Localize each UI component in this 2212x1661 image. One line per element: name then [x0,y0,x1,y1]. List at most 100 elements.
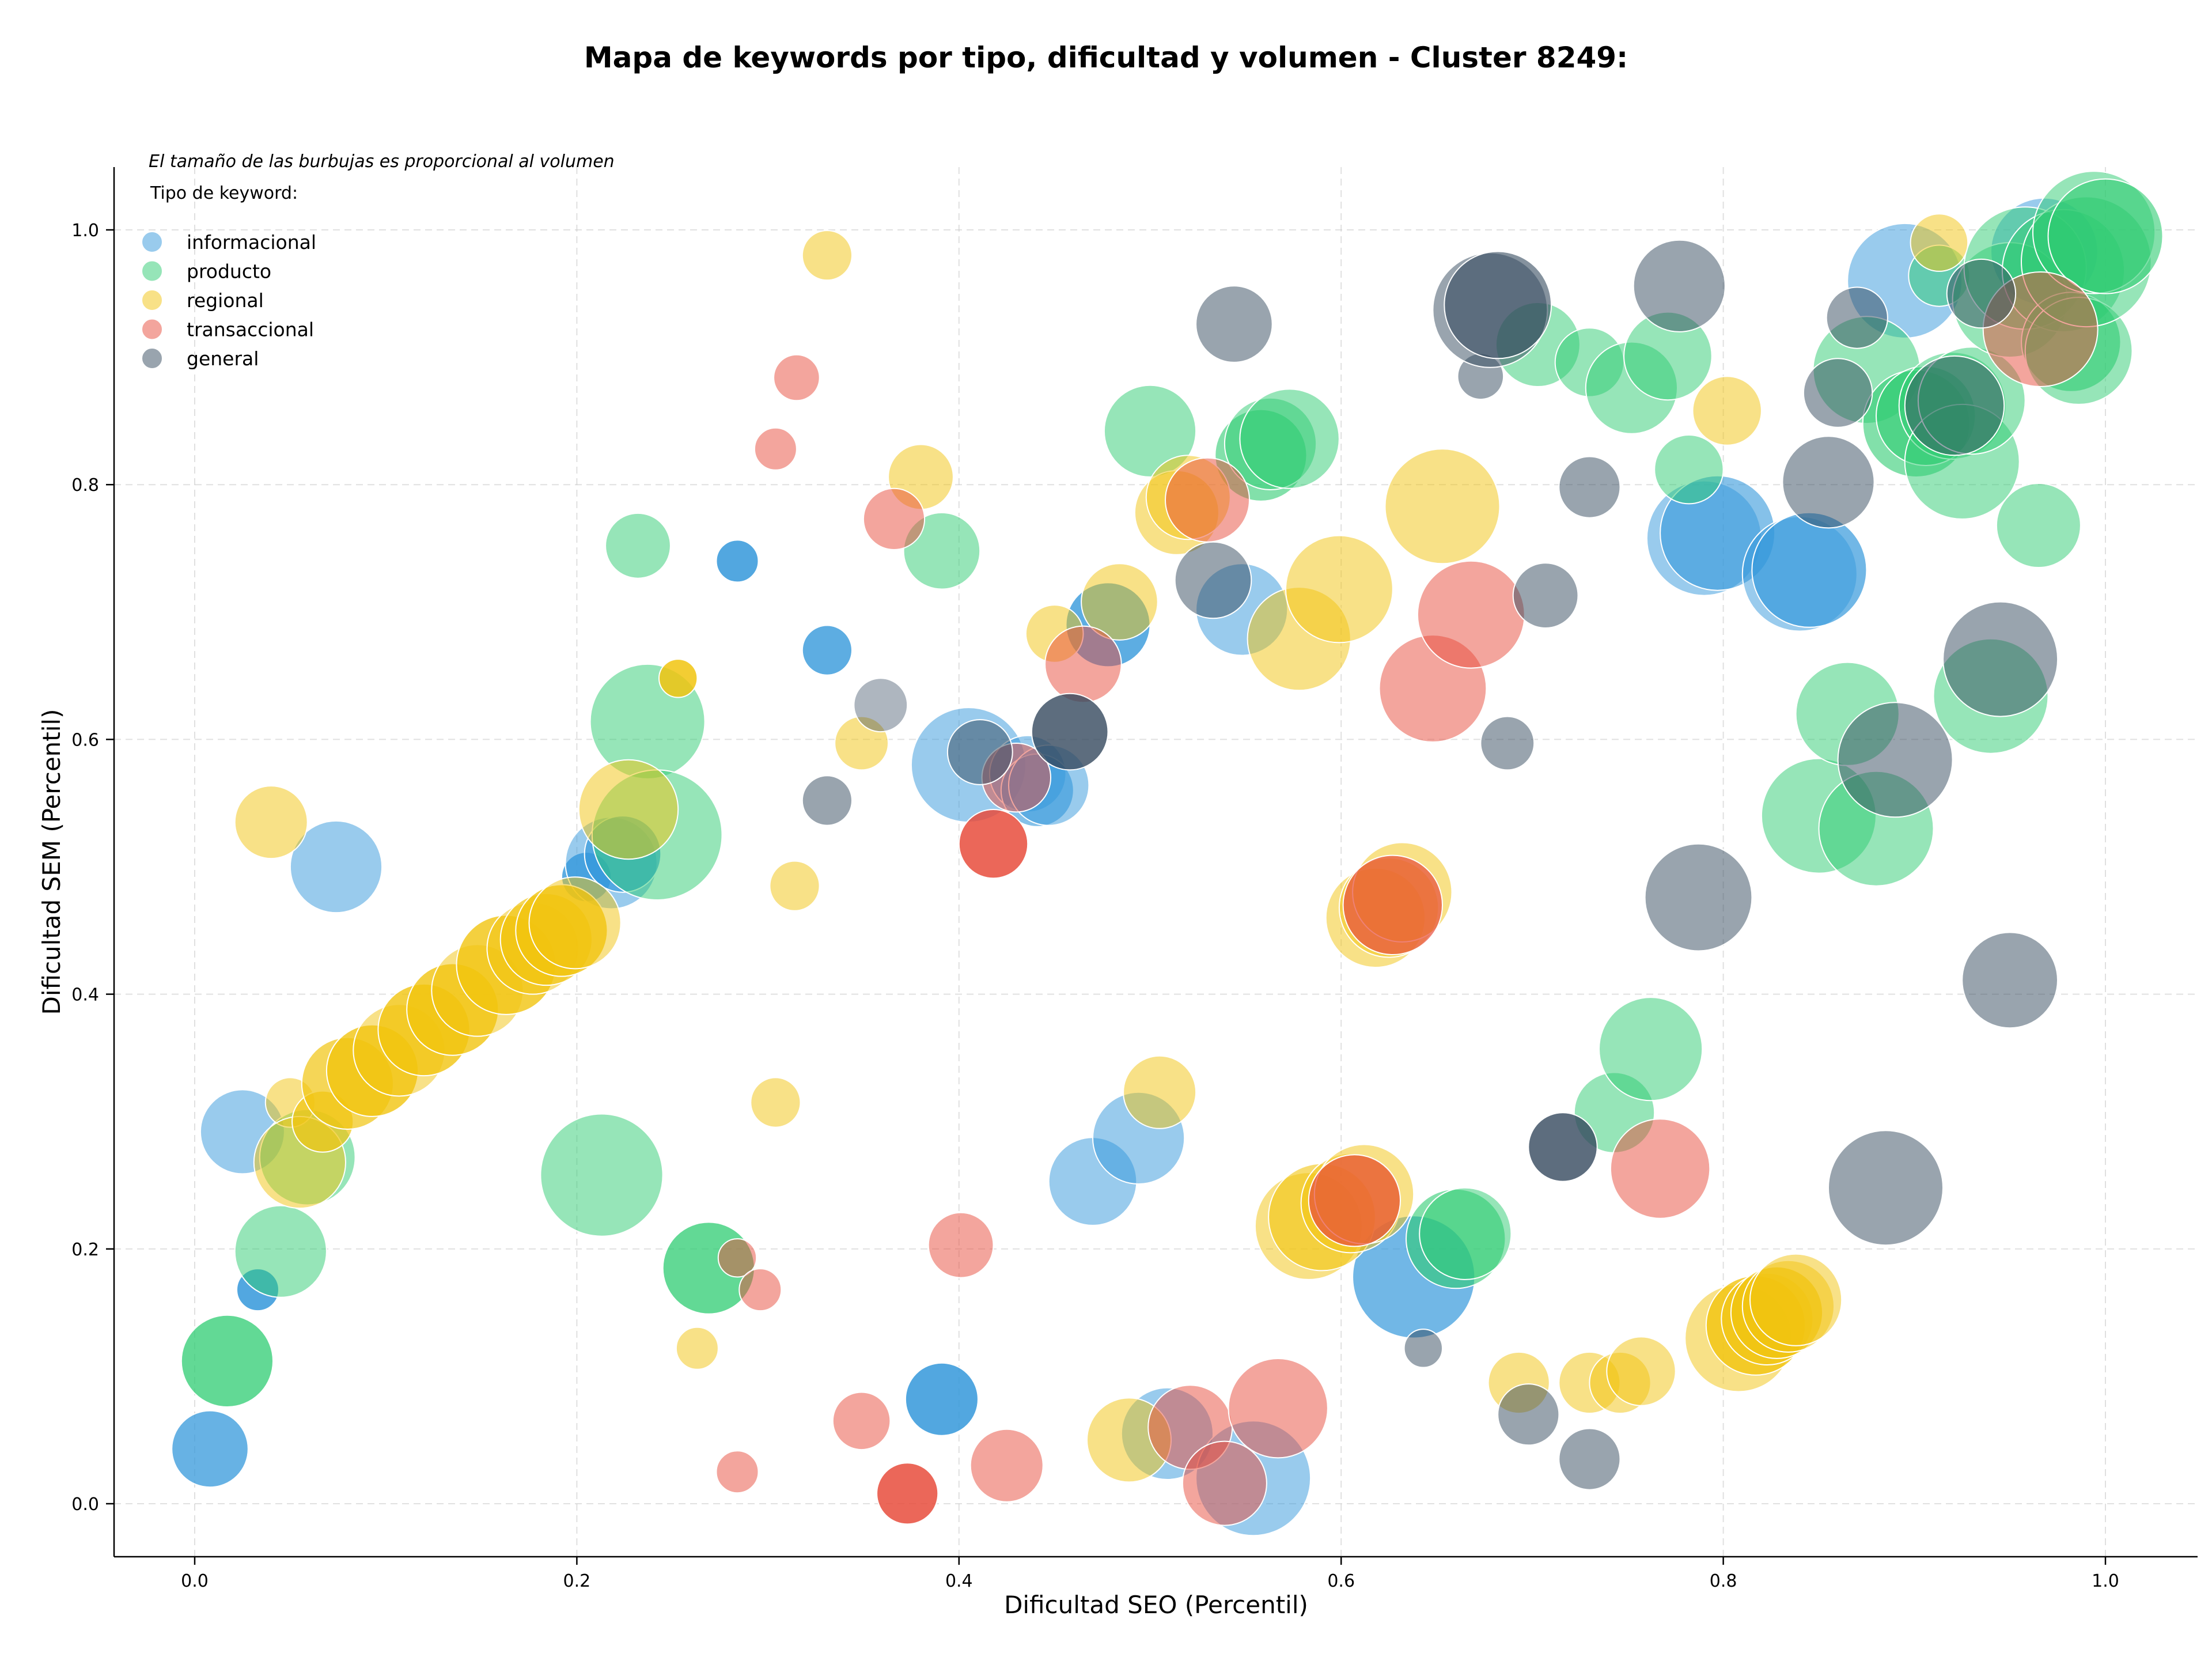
bubble-general[interactable] [1633,239,1726,332]
bubble-regional[interactable] [1285,535,1393,644]
bubble-informacional[interactable] [801,625,853,676]
bubble-regional[interactable] [1384,448,1501,565]
bubble-regional[interactable] [234,785,308,860]
bubble-general[interactable] [1195,285,1273,363]
bubble-regional[interactable] [1910,213,1969,272]
bubble-general[interactable] [1644,843,1753,952]
bubble-general[interactable] [1904,355,2005,456]
bubble-regional[interactable] [1123,1055,1197,1129]
bubble-transaccional[interactable] [753,427,797,471]
bubble-regional[interactable] [1692,376,1762,446]
bubble-transaccional[interactable] [1228,1358,1328,1459]
legend-label-informacional: informacional [187,231,316,253]
bubble-general[interactable] [801,775,853,826]
bubble-regional[interactable] [1081,563,1158,641]
bubble-producto[interactable] [605,512,671,579]
bubble-regional[interactable] [750,1077,801,1128]
bubble-general[interactable] [1942,601,2059,717]
legend-label-producto: producto [187,260,271,283]
bubble-regional[interactable] [528,876,622,970]
series-transaccional [715,271,2099,1526]
bubble-producto[interactable] [1103,384,1197,478]
bubble-regional[interactable] [578,759,679,860]
bubble-transaccional[interactable] [1181,1440,1267,1526]
bubble-regional[interactable] [658,659,698,698]
bubble-transaccional[interactable] [1342,854,1444,956]
bubble-transaccional[interactable] [738,1268,782,1312]
bubble-regional[interactable] [1749,1253,1843,1346]
bubble-general[interactable] [946,719,1013,785]
bubble-informacional[interactable] [1751,512,1868,628]
bubble-general[interactable] [1174,541,1252,619]
y-tick-label: 0.4 [71,985,99,1005]
bubble-transaccional[interactable] [969,1428,1044,1503]
bubble-transaccional[interactable] [927,1212,994,1278]
bubble-transaccional[interactable] [773,354,820,402]
y-tick-label: 0.0 [71,1494,99,1515]
bubble-informacional[interactable] [289,820,383,914]
bubble-informacional[interactable] [904,1362,979,1436]
bubble-regional[interactable] [1606,1336,1676,1406]
bubble-producto[interactable] [234,1205,327,1298]
bubble-informacional[interactable] [715,539,759,583]
bubble-general[interactable] [1403,1329,1444,1368]
legend: El tamaño de las burbujas es proporciona… [141,152,615,370]
bubble-transaccional[interactable] [1308,1154,1401,1247]
bubble-general[interactable] [1837,702,1953,818]
bubble-producto[interactable] [1599,997,1703,1102]
legend-note: El tamaño de las burbujas es proporciona… [149,152,615,172]
bubble-transaccional[interactable] [1609,1118,1711,1219]
bubble-general[interactable] [1497,1383,1560,1446]
bubble-producto[interactable] [1654,434,1724,505]
bubble-producto[interactable] [1995,483,2081,568]
bubble-general[interactable] [853,678,908,733]
y-tick-label: 0.8 [71,475,99,495]
bubble-regional[interactable] [675,1326,719,1370]
bubble-regional[interactable] [834,716,889,771]
x-tick-label: 0.0 [181,1571,209,1591]
bubble-producto[interactable] [1239,388,1340,489]
bubble-producto[interactable] [903,512,981,590]
bubble-producto[interactable] [1419,1187,1512,1280]
x-tick-label: 0.2 [563,1571,591,1591]
y-tick-label: 0.6 [71,730,99,750]
bubble-transaccional[interactable] [1416,560,1525,669]
legend-label-general: general [187,347,259,370]
legend-marker-informacional [141,231,163,253]
bubble-regional[interactable] [769,860,820,911]
bubble-general[interactable] [1512,562,1579,629]
bubble-transaccional[interactable] [715,1450,759,1494]
bubble-general[interactable] [1782,436,1875,529]
bubble-general[interactable] [1825,286,1888,349]
bubble-informacional[interactable] [171,1410,249,1488]
legend-label-transaccional: transaccional [187,319,314,341]
series-general [801,239,2059,1490]
bubble-general[interactable] [1946,258,2017,329]
bubble-general[interactable] [1480,716,1535,771]
x-tick-label: 0.4 [945,1571,973,1591]
bubble-transaccional[interactable] [1165,457,1250,543]
ticks: 0.0 0.0 0.2 0.2 0.4 0.4 0.6 0.6 0.8 0.8 1.0 1.0 [71,221,2119,1591]
bubble-general[interactable] [1031,693,1109,771]
bubble-transaccional[interactable] [876,1462,939,1525]
bubble-transaccional[interactable] [1044,625,1122,703]
bubble-general[interactable] [1558,1428,1621,1490]
bubble-transaccional[interactable] [958,809,1029,879]
bubble-general[interactable] [1802,358,1873,428]
bubble-general[interactable] [1444,251,1552,360]
bubble-producto[interactable] [180,1314,274,1408]
bubble-general[interactable] [1828,1130,1944,1246]
bubble-general[interactable] [1558,456,1621,519]
x-tick-label: 0.6 [1327,1571,1355,1591]
bubble-general[interactable] [1961,932,2059,1029]
bubble-general[interactable] [1528,1112,1598,1182]
bubble-producto[interactable] [2047,178,2164,294]
bubble-transaccional[interactable] [717,1238,757,1278]
bubble-layer [171,171,2164,1537]
bubble-transaccional[interactable] [832,1391,891,1451]
bubble-transaccional[interactable] [862,487,926,551]
legend-label-regional: regional [187,289,264,312]
bubble-producto[interactable] [540,1113,664,1237]
bubble-regional[interactable] [801,230,853,281]
